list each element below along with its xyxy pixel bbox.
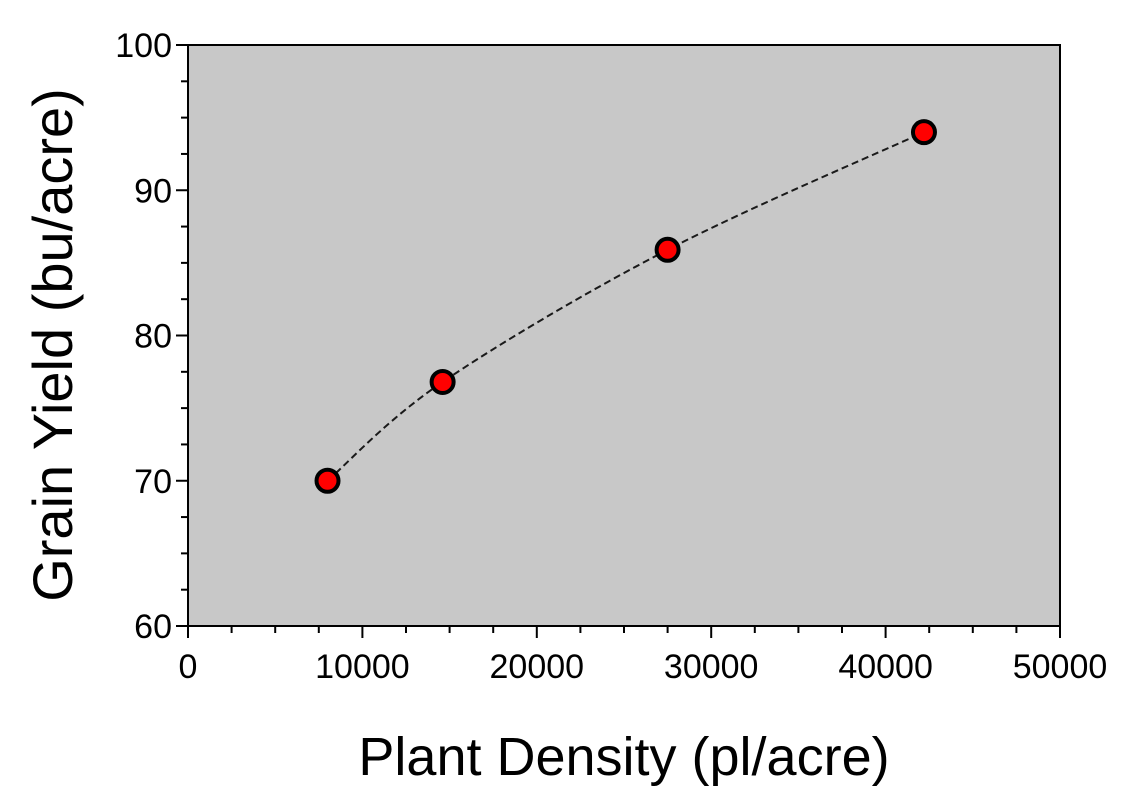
data-point	[910, 119, 937, 146]
x-tick-labels: 0 10000 20000 30000 40000 50000	[179, 648, 1108, 686]
axis-ticks	[176, 44, 1061, 638]
y-tick-label: 100	[115, 27, 172, 65]
x-tick-label: 20000	[490, 648, 585, 686]
data-point	[654, 236, 681, 263]
y-axis-title: Grain Yield (bu/acre)	[21, 88, 84, 602]
plot-frame	[187, 44, 1061, 627]
y-tick-label: 60	[134, 608, 172, 646]
data-point	[429, 368, 456, 395]
x-tick-label: 0	[179, 648, 198, 686]
y-tick-label: 80	[134, 318, 172, 356]
y-tick-label: 90	[134, 172, 172, 210]
plot-area	[188, 45, 1060, 626]
y-tick-labels: 60 70 80 90 100	[115, 27, 172, 646]
data-points	[314, 119, 937, 494]
y-tick-label: 70	[134, 463, 172, 501]
x-axis-title: Plant Density (pl/acre)	[358, 727, 889, 787]
x-tick-label: 50000	[1013, 648, 1108, 686]
data-point	[314, 467, 341, 494]
x-tick-label: 10000	[315, 648, 410, 686]
x-tick-label: 30000	[664, 648, 759, 686]
x-tick-label: 40000	[838, 648, 933, 686]
